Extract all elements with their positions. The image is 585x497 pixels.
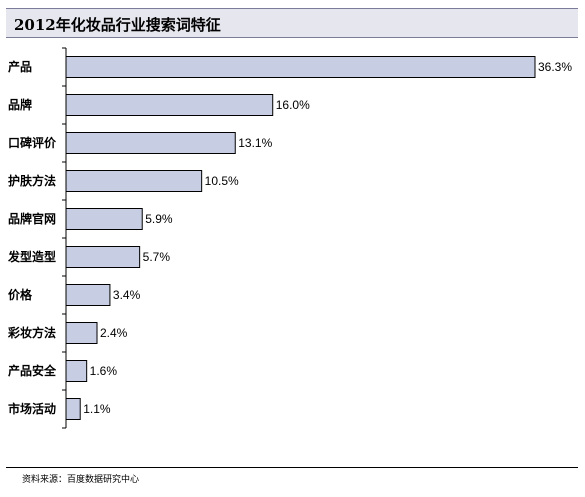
bar [65,94,274,116]
bar [65,132,236,154]
bar [65,56,536,78]
category-label: 品牌官网 [8,211,56,226]
category-label: 市场活动 [8,401,56,416]
category-label: 产品 [8,59,32,74]
title-bar: 2012年化妆品行业搜索词特征 [6,8,578,38]
value-label: 5.7% [143,250,171,264]
category-label: 彩妆方法 [7,325,56,340]
category-label: 产品安全 [8,363,57,378]
category-label: 口碑评价 [8,135,57,150]
value-label: 16.0% [276,98,310,112]
value-label: 5.9% [145,212,173,226]
bars: 36.3% 16.0% 13.1% 10.5% 5.9% 5.7% 3.4% 2.4% 1.6%… [65,56,572,420]
footer-divider [6,467,578,468]
value-label: 36.3% [538,60,572,74]
bar [65,246,141,268]
category-label: 发型造型 [7,249,56,264]
value-label: 10.5% [205,174,239,188]
bar [65,322,98,344]
category-label: 品牌 [8,97,32,112]
bar [65,208,143,230]
category-label: 护肤方法 [8,173,56,188]
value-label: 13.1% [238,136,272,150]
value-label: 2.4% [100,326,128,340]
bar [65,360,88,382]
chart-title: 2012年化妆品行业搜索词特征 [14,16,221,34]
source-note: 资料来源：百度数据研究中心 [22,474,140,484]
value-label: 1.6% [90,364,118,378]
value-label: 1.1% [83,402,111,416]
category-label: 价格 [8,287,33,302]
bar [65,170,203,192]
value-label: 3.4% [113,288,141,302]
bar [65,284,111,306]
bar [65,398,81,420]
